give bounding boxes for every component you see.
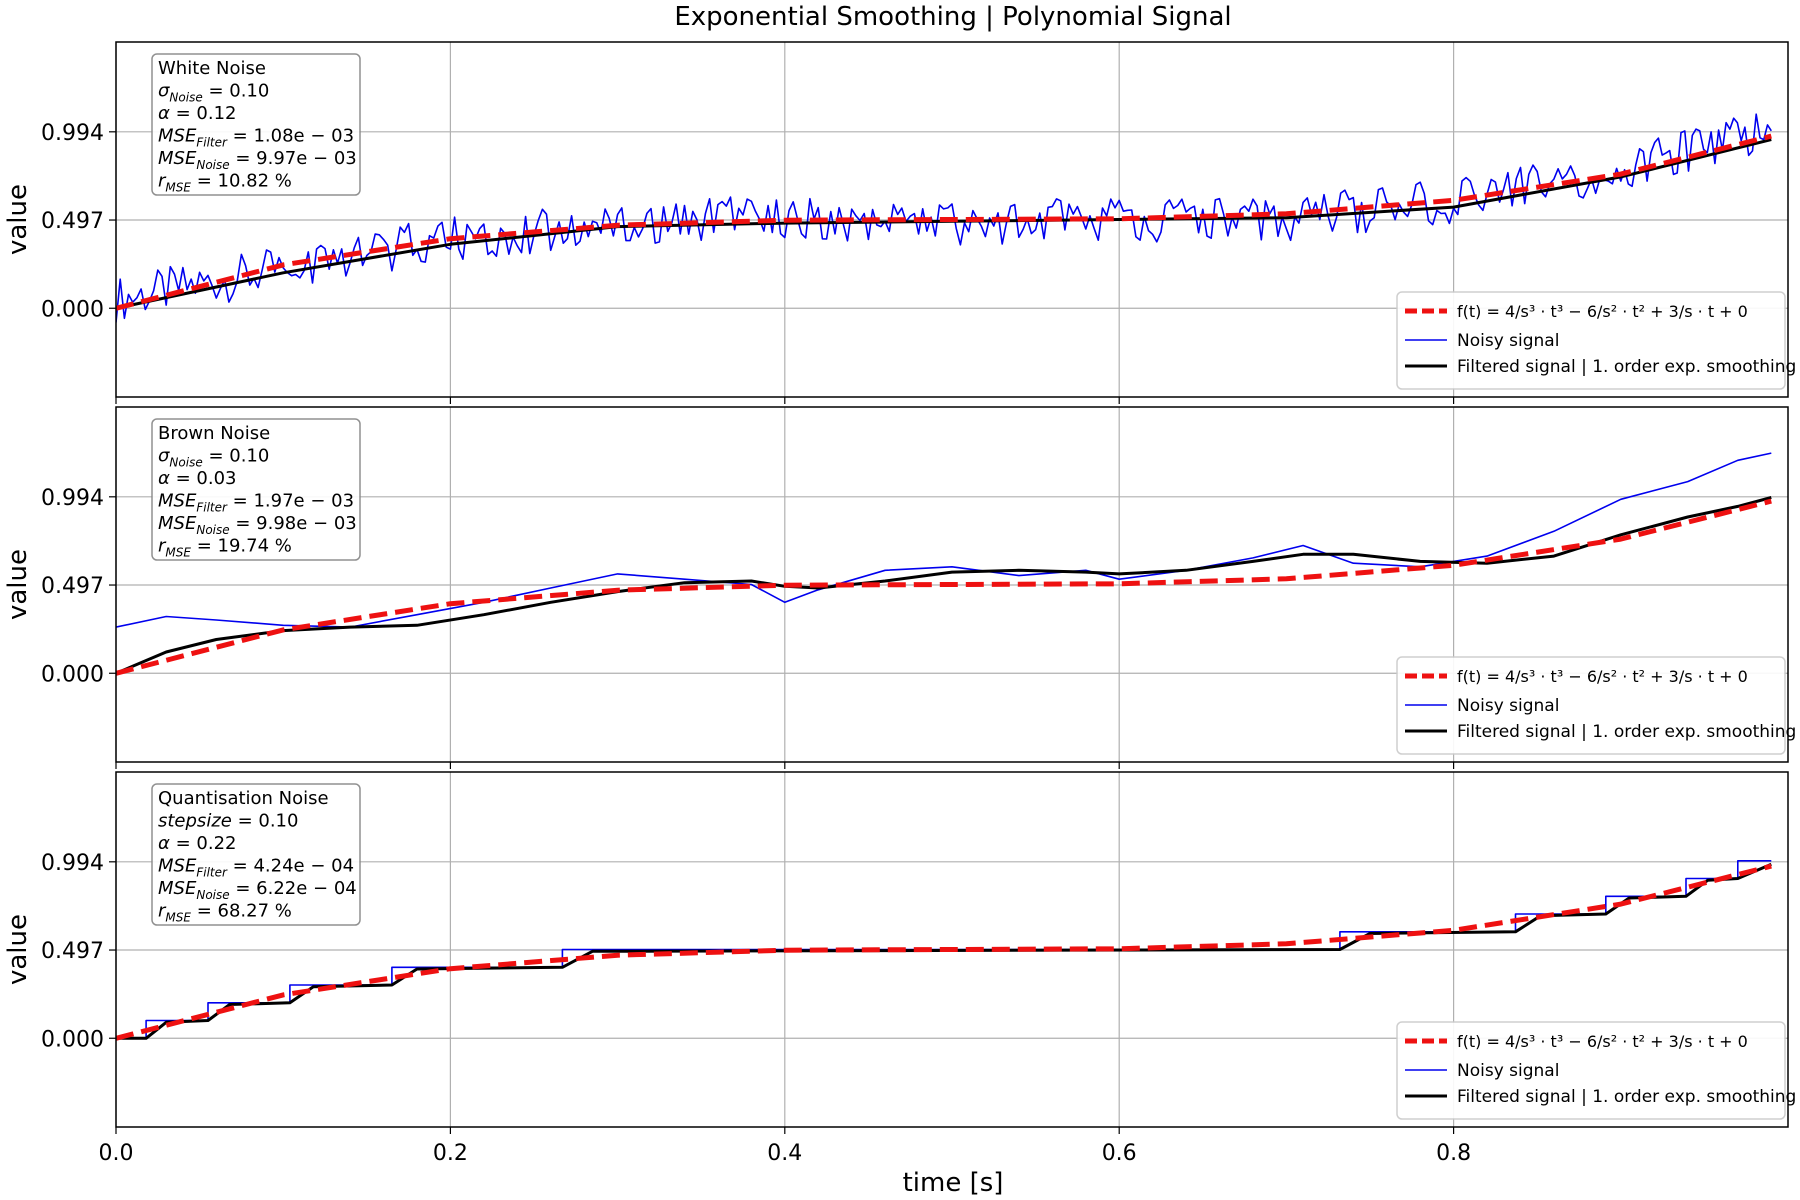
legend-label-filtered: Filtered signal | 1. order exp. smoothin… bbox=[1457, 1087, 1796, 1107]
legend: f(t) = 4/s³ · t³ − 6/s² · t² + 3/s · t +… bbox=[1396, 1021, 1796, 1120]
legend: f(t) = 4/s³ · t³ − 6/s² · t² + 3/s · t +… bbox=[1396, 291, 1796, 390]
series-filtered-signal bbox=[116, 496, 1772, 675]
axes-frame bbox=[115, 406, 1789, 763]
info-alpha: α = 0.22 bbox=[158, 833, 236, 854]
legend-label-noisy: Noisy signal bbox=[1457, 331, 1559, 351]
y-tick-label: 0.497 bbox=[41, 939, 104, 964]
y-tick-label: 0.994 bbox=[41, 851, 104, 876]
figure-title: Exponential Smoothing | Polynomial Signa… bbox=[674, 2, 1231, 32]
y-axis-label: value bbox=[3, 914, 33, 985]
x-axis-label: time [s] bbox=[903, 1168, 1004, 1198]
legend-label-noisy: Noisy signal bbox=[1457, 696, 1559, 716]
panel-3: 0.000 0.497 0.994 value 0.0 0.2 0.4 0.6 0.8 Quant… bbox=[3, 771, 1796, 1166]
info-r-mse: rMSE = 19.74 % bbox=[158, 536, 292, 560]
y-tick-label: 0.994 bbox=[41, 486, 104, 511]
legend: f(t) = 4/s³ · t³ − 6/s² · t² + 3/s · t +… bbox=[1396, 656, 1796, 755]
info-r-mse: rMSE = 10.82 % bbox=[158, 171, 292, 195]
x-tick-label: 0.6 bbox=[1102, 1141, 1137, 1166]
series-filtered-signal bbox=[116, 138, 1772, 310]
info-mse-filter: MSEFilter = 1.08e − 03 bbox=[158, 126, 354, 150]
info-mse-filter: MSEFilter = 4.24e − 04 bbox=[158, 856, 354, 880]
info-mse-noise: MSENoise = 9.97e − 03 bbox=[158, 148, 357, 172]
legend-label-filtered: Filtered signal | 1. order exp. smoothin… bbox=[1457, 357, 1796, 377]
x-tick-label: 0.8 bbox=[1436, 1141, 1471, 1166]
y-axis-label: value bbox=[3, 549, 33, 620]
info-alpha: α = 0.03 bbox=[158, 468, 236, 489]
series-true-signal bbox=[116, 498, 1772, 676]
series-noisy-signal bbox=[116, 452, 1772, 628]
series-true-signal bbox=[116, 133, 1772, 311]
y-axis-label: value bbox=[3, 184, 33, 255]
legend-label-true: f(t) = 4/s³ · t³ − 6/s² · t² + 3/s · t +… bbox=[1457, 667, 1748, 686]
info-mse-noise: MSENoise = 9.98e − 03 bbox=[158, 513, 357, 537]
info-param: σNoise = 0.10 bbox=[158, 446, 269, 470]
info-noise-name: White Noise bbox=[158, 58, 266, 79]
series-noisy-signal bbox=[116, 113, 1772, 323]
series-true-signal bbox=[116, 863, 1772, 1041]
axes-frame bbox=[115, 771, 1789, 1128]
y-tick-label: 0.000 bbox=[41, 662, 104, 687]
info-mse-filter: MSEFilter = 1.97e − 03 bbox=[158, 491, 354, 515]
info-param: stepsize = 0.10 bbox=[158, 811, 298, 832]
legend-label-true: f(t) = 4/s³ · t³ − 6/s² · t² + 3/s · t +… bbox=[1457, 1032, 1748, 1051]
axes-frame bbox=[115, 41, 1789, 398]
series-filtered-signal bbox=[116, 862, 1772, 1040]
legend-label-true: f(t) = 4/s³ · t³ − 6/s² · t² + 3/s · t +… bbox=[1457, 302, 1748, 321]
y-tick-label: 0.994 bbox=[41, 121, 104, 146]
y-tick-label: 0.000 bbox=[41, 297, 104, 322]
y-tick-label: 0.497 bbox=[41, 209, 104, 234]
legend-label-noisy: Noisy signal bbox=[1457, 1061, 1559, 1081]
x-tick-label: 0.2 bbox=[433, 1141, 468, 1166]
info-param: σNoise = 0.10 bbox=[158, 81, 269, 105]
info-alpha: α = 0.12 bbox=[158, 103, 236, 124]
legend-label-filtered: Filtered signal | 1. order exp. smoothin… bbox=[1457, 722, 1796, 742]
info-r-mse: rMSE = 68.27 % bbox=[158, 901, 292, 925]
y-tick-label: 0.000 bbox=[41, 1027, 104, 1052]
y-tick-label: 0.497 bbox=[41, 574, 104, 599]
info-noise-name: Quantisation Noise bbox=[158, 788, 329, 809]
x-tick-label: 0.4 bbox=[767, 1141, 802, 1166]
x-tick-label: 0.0 bbox=[99, 1141, 134, 1166]
info-mse-noise: MSENoise = 6.22e − 04 bbox=[158, 878, 357, 902]
info-noise-name: Brown Noise bbox=[158, 423, 270, 444]
